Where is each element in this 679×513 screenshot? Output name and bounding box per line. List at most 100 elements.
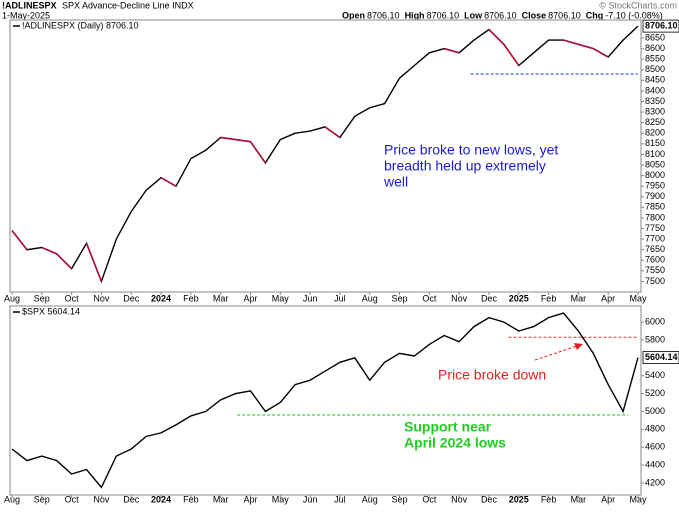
x-tick-label: Apr — [601, 293, 615, 303]
x-tick-label: Oct — [422, 293, 437, 303]
x-tick-label: Aug — [362, 293, 378, 303]
down-segment — [578, 43, 594, 50]
plot-frame — [9, 305, 642, 496]
quote-label: Low — [464, 10, 483, 20]
quote-value: -7.10 (-0.08%) — [605, 10, 663, 20]
y-tick-label: 5400 — [645, 370, 665, 380]
series-line — [11, 312, 639, 489]
plot-frame — [9, 19, 642, 293]
y-tick-label: 4400 — [645, 459, 665, 469]
y-tick-label: 7950 — [645, 181, 665, 191]
y-tick-label: 8350 — [645, 96, 665, 106]
y-tick-label: 8050 — [645, 159, 665, 169]
x-tick-label: Mar — [213, 494, 229, 504]
annotation: well — [383, 174, 408, 190]
legend-entry: $SPX 5604.14 — [22, 306, 80, 316]
y-tick-label: 8250 — [645, 117, 665, 127]
x-tick-label: Aug — [362, 494, 378, 504]
down-segment — [160, 177, 177, 187]
y-tick-label: 4200 — [645, 477, 665, 487]
date: 1-May-2025 — [2, 10, 50, 20]
x-tick-label: Dec — [481, 293, 498, 303]
y-tick-label: 7850 — [645, 202, 665, 212]
x-tick-label: Dec — [123, 494, 140, 504]
annotation: Price broke down — [438, 367, 546, 383]
x-tick-label: Nov — [93, 494, 110, 504]
x-tick-label: Jul — [334, 494, 346, 504]
x-tick-label: May — [629, 494, 647, 504]
last-value-label: 5604.14 — [645, 352, 678, 362]
down-segment — [503, 43, 520, 66]
y-tick-label: 7550 — [645, 265, 665, 275]
x-tick-label: Feb — [183, 494, 199, 504]
x-tick-label: Jun — [303, 293, 318, 303]
quote-label: Open — [342, 10, 365, 20]
y-tick-label: 8650 — [645, 32, 665, 42]
x-tick-label: Feb — [541, 293, 557, 303]
x-tick-label: Dec — [123, 293, 140, 303]
y-tick-label: 4600 — [645, 442, 665, 452]
quote-value: 8706.10 — [484, 10, 517, 20]
annotation: breadth held up extremely — [384, 158, 546, 174]
y-tick-label: 8450 — [645, 75, 665, 85]
quote-label: Chg — [586, 10, 604, 20]
down-segment — [56, 253, 73, 270]
symbol: !ADLINESPX — [2, 0, 57, 10]
x-tick-label: May — [272, 293, 290, 303]
down-segment — [488, 28, 505, 45]
x-tick-label: Dec — [481, 494, 498, 504]
annotation: April 2024 lows — [404, 435, 506, 451]
y-tick-label: 8000 — [645, 170, 665, 180]
quote-value: 8706.10 — [548, 10, 581, 20]
down-segment — [444, 47, 460, 54]
x-tick-label: Feb — [183, 293, 199, 303]
y-tick-label: 8550 — [645, 54, 665, 64]
x-tick-label: Oct — [65, 293, 80, 303]
last-value-box — [642, 19, 679, 33]
legend-entry: !ADLINESPX (Daily) 8706.10 — [22, 20, 139, 30]
x-tick-label: Aug — [4, 293, 20, 303]
x-tick-label: May — [272, 494, 290, 504]
down-segment — [563, 39, 579, 46]
annotation: Price broke to new lows, yet — [384, 142, 558, 158]
quote-label: Close — [522, 10, 547, 20]
x-tick-label: Apr — [243, 293, 257, 303]
x-tick-label: Mar — [571, 494, 587, 504]
x-tick-label: 2024 — [151, 293, 171, 303]
y-tick-label: 7900 — [645, 191, 665, 201]
y-tick-label: 8150 — [645, 138, 665, 148]
x-tick-label: Feb — [541, 494, 557, 504]
x-tick-label: Apr — [243, 494, 257, 504]
x-tick-label: Jul — [334, 293, 346, 303]
x-tick-label: Sep — [34, 293, 50, 303]
x-tick-label: 2024 — [151, 494, 171, 504]
x-tick-label: Oct — [65, 494, 80, 504]
copyright: © StockCharts.com — [599, 0, 677, 10]
y-tick-label: 7750 — [645, 223, 665, 233]
x-tick-label: 2025 — [509, 293, 529, 303]
last-value-label: 8706.10 — [645, 20, 678, 30]
x-tick-label: Nov — [451, 494, 468, 504]
y-tick-label: 4800 — [645, 424, 665, 434]
x-tick-label: Sep — [34, 494, 50, 504]
down-segment — [235, 138, 251, 143]
x-tick-label: Oct — [422, 494, 437, 504]
y-tick-label: 7650 — [645, 244, 665, 254]
y-tick-label: 8600 — [645, 43, 665, 53]
down-segment — [249, 141, 267, 164]
x-tick-label: Mar — [213, 293, 229, 303]
x-tick-label: May — [629, 293, 647, 303]
y-tick-label: 5000 — [645, 406, 665, 416]
x-tick-label: Nov — [451, 293, 468, 303]
arrow — [534, 344, 581, 361]
description: SPX Advance-Decline Line INDX — [62, 0, 194, 10]
down-segment — [220, 136, 236, 141]
last-value-box — [642, 351, 679, 364]
quote-label: High — [405, 10, 425, 20]
down-segment — [324, 126, 341, 139]
down-segment — [592, 47, 609, 58]
quote-value: 8706.10 — [367, 10, 400, 20]
y-tick-label: 8300 — [645, 106, 665, 116]
y-tick-label: 8100 — [645, 149, 665, 159]
